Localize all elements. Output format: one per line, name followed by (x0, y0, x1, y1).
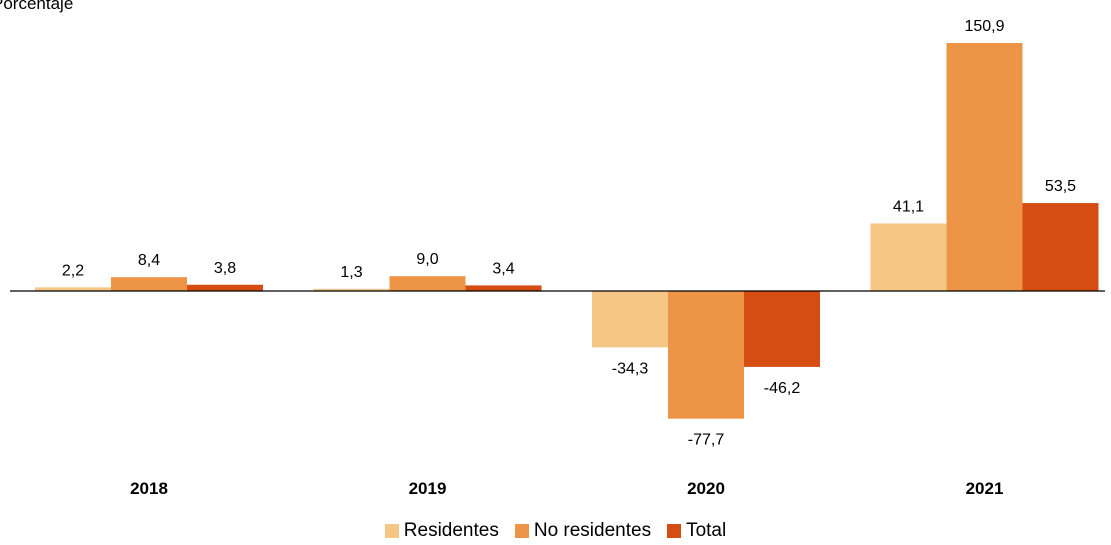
bar-residentes-2020 (592, 291, 668, 348)
legend-swatch-residentes (384, 524, 399, 538)
value-label-residentes-2019: 1,3 (340, 264, 362, 281)
category-label-2020: 2020 (687, 479, 725, 498)
value-label-no-residentes-2019: 9,0 (416, 251, 438, 268)
value-label-no-residentes-2021: 150,9 (964, 18, 1004, 35)
value-label-total-2019: 3,4 (492, 260, 514, 277)
legend-label-no-residentes: No residentes (533, 520, 652, 541)
bar-no-residentes-2021 (946, 43, 1023, 291)
legend-swatch-total (667, 524, 682, 538)
value-label-total-2020: -46,2 (764, 380, 801, 397)
bar-total-2021 (1022, 203, 1099, 291)
legend-item-total: Total (667, 520, 726, 542)
bar-no-residentes-2020 (668, 291, 744, 419)
value-label-total-2018: 3,8 (214, 260, 236, 277)
bar-chart: 2,2 8,4 3,8 2018 1,3 9,0 3,4 2019 -34,3 -77,7 -46,… (10, 18, 1105, 498)
category-label-2021: 2021 (966, 479, 1004, 498)
bar-residentes-2018 (35, 287, 111, 291)
category-label-2019: 2019 (409, 479, 447, 498)
legend-label-total: Total (686, 520, 727, 541)
value-label-no-residentes-2018: 8,4 (138, 252, 160, 269)
category-label-2018: 2018 (130, 479, 168, 498)
bar-total-2019 (465, 285, 542, 291)
value-label-no-residentes-2020: -77,7 (688, 432, 725, 449)
bar-residentes-2019 (313, 288, 390, 291)
value-label-residentes-2018: 2,2 (62, 262, 84, 279)
value-label-total-2021: 53,5 (1045, 178, 1076, 195)
legend-label-residentes: Residentes (403, 520, 499, 541)
value-label-residentes-2021: 41,1 (893, 198, 924, 215)
bar-total-2018 (187, 284, 263, 291)
legend: Residentes No residentes Total (0, 520, 1111, 542)
bar-no-residentes-2018 (111, 277, 187, 291)
chart-title: Porcentaje (0, 0, 74, 13)
legend-swatch-no-residentes (514, 524, 529, 538)
legend-item-no-residentes: No residentes (514, 520, 652, 542)
legend-item-residentes: Residentes (384, 520, 499, 542)
bar-total-2020 (744, 291, 820, 367)
value-label-residentes-2020: -34,3 (612, 360, 649, 377)
bar-no-residentes-2019 (389, 276, 466, 291)
bar-residentes-2021 (870, 223, 947, 291)
